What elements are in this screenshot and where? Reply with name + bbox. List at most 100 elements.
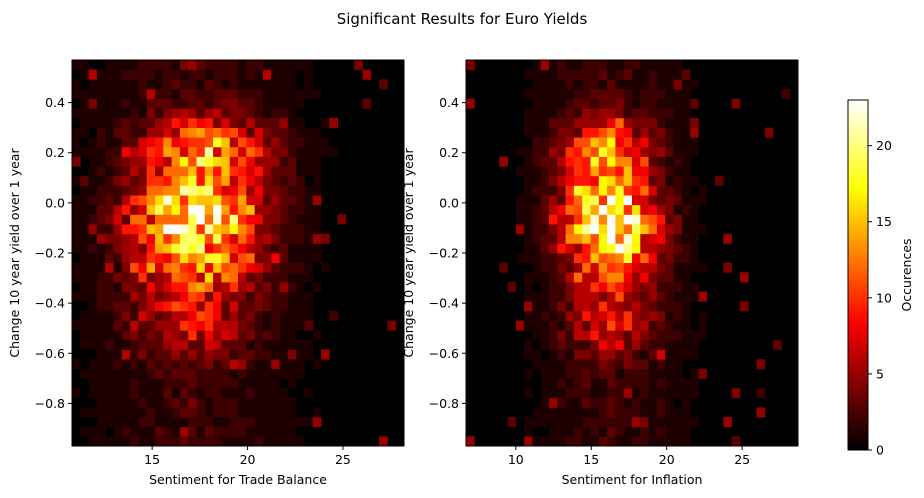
- heatmap-cell: [213, 185, 222, 196]
- y-tick-label: −0.4: [35, 296, 65, 311]
- heatmap-cell: [138, 127, 148, 138]
- heatmap-cell: [304, 127, 314, 138]
- heatmap-cell: [179, 88, 189, 99]
- heatmap-cell: [607, 146, 616, 157]
- heatmap-cell: [254, 108, 264, 119]
- heatmap-cell: [246, 156, 255, 167]
- heatmap-cell: [271, 330, 280, 341]
- heatmap-cell: [582, 127, 591, 138]
- heatmap-cell: [648, 137, 658, 148]
- heatmap-cell: [138, 310, 148, 321]
- heatmap-cell: [229, 224, 239, 235]
- heatmap-cell: [623, 301, 633, 312]
- heatmap-cell: [565, 185, 575, 196]
- heatmap-cell: [254, 60, 264, 71]
- heatmap-cell: [532, 127, 542, 138]
- heatmap-cell: [105, 262, 114, 273]
- heatmap-cell: [665, 330, 674, 341]
- heatmap-cell: [238, 156, 247, 167]
- heatmap-cell: [640, 339, 649, 350]
- heatmap-cell: [623, 320, 633, 331]
- heatmap-cell: [565, 98, 575, 109]
- heatmap-cell: [632, 253, 641, 264]
- heatmap-cell: [238, 310, 247, 321]
- heatmap-cell: [96, 368, 106, 379]
- heatmap-cell: [279, 204, 289, 215]
- heatmap-cell: [113, 301, 123, 312]
- heatmap-cell: [72, 262, 81, 273]
- heatmap-cell: [279, 291, 289, 302]
- heatmap-cell: [238, 301, 247, 312]
- heatmap-cell: [179, 436, 189, 447]
- heatmap-cell: [304, 137, 314, 148]
- heatmap-cell: [171, 60, 181, 71]
- heatmap-cell: [88, 137, 98, 148]
- heatmap-cell: [221, 137, 231, 148]
- heatmap-cell: [279, 98, 289, 109]
- heatmap-cell: [262, 195, 272, 206]
- heatmap-cell: [221, 320, 231, 331]
- heatmap-cell: [229, 330, 239, 341]
- heatmap-cell: [121, 426, 131, 437]
- heatmap-cell: [279, 137, 289, 148]
- heatmap-cell: [573, 301, 583, 312]
- colorbar-tick-label: 10: [876, 290, 892, 305]
- heatmap-cell: [188, 368, 197, 379]
- heatmap-cell: [549, 127, 558, 138]
- heatmap-cell: [648, 262, 658, 273]
- heatmap-cell: [598, 166, 608, 177]
- heatmap-cell: [656, 60, 666, 71]
- heatmap-cell: [296, 214, 305, 225]
- heatmap-cell: [279, 301, 289, 312]
- heatmap-cell: [138, 320, 148, 331]
- heatmap-cell: [304, 60, 314, 71]
- heatmap-cell: [287, 301, 297, 312]
- heatmap-cell: [582, 108, 591, 119]
- heatmap-cell: [155, 243, 164, 254]
- heatmap-cell: [312, 137, 322, 148]
- heatmap-cell: [540, 281, 550, 292]
- heatmap-cell: [681, 339, 691, 350]
- heatmap-cell: [607, 175, 616, 186]
- heatmap-cell: [665, 60, 674, 71]
- heatmap-cell: [607, 137, 616, 148]
- heatmap-cell: [80, 146, 89, 157]
- heatmap-cell: [549, 359, 558, 370]
- heatmap-cell: [213, 117, 222, 128]
- heatmap-cell: [296, 253, 305, 264]
- heatmap-cell: [221, 272, 231, 283]
- heatmap-cell: [105, 436, 114, 447]
- heatmap-cell: [640, 224, 649, 235]
- heatmap-cell: [146, 69, 156, 80]
- heatmap-cell: [188, 185, 197, 196]
- heatmap-cell: [607, 407, 616, 418]
- heatmap-cell: [623, 388, 633, 399]
- heatmap-cell: [130, 166, 139, 177]
- heatmap-cell: [532, 69, 542, 80]
- heatmap-cell: [632, 388, 641, 399]
- heatmap-cell: [179, 224, 189, 235]
- heatmap-cell: [607, 108, 616, 119]
- heatmap-cell: [287, 146, 297, 157]
- heatmap-cell: [229, 281, 239, 292]
- heatmap-cell: [146, 320, 156, 331]
- heatmap-cell: [113, 320, 123, 331]
- heatmap-cell: [196, 224, 206, 235]
- heatmap-cell: [246, 88, 255, 99]
- heatmap-cell: [146, 60, 156, 71]
- heatmap-cell: [188, 359, 197, 370]
- heatmap-cell: [72, 204, 81, 215]
- heatmap-cell: [304, 185, 314, 196]
- heatmap-cell: [656, 185, 666, 196]
- heatmap-cell: [582, 88, 591, 99]
- heatmap-cell: [262, 262, 272, 273]
- heatmap-cell: [188, 281, 197, 292]
- heatmap-cell: [287, 156, 297, 167]
- heatmap-cell: [213, 320, 222, 331]
- heatmap-cell: [648, 175, 658, 186]
- heatmap-cell: [121, 349, 131, 360]
- heatmap-cell: [632, 117, 641, 128]
- heatmap-cell: [121, 60, 131, 71]
- heatmap-cell: [673, 291, 683, 302]
- heatmap-cell: [296, 146, 305, 157]
